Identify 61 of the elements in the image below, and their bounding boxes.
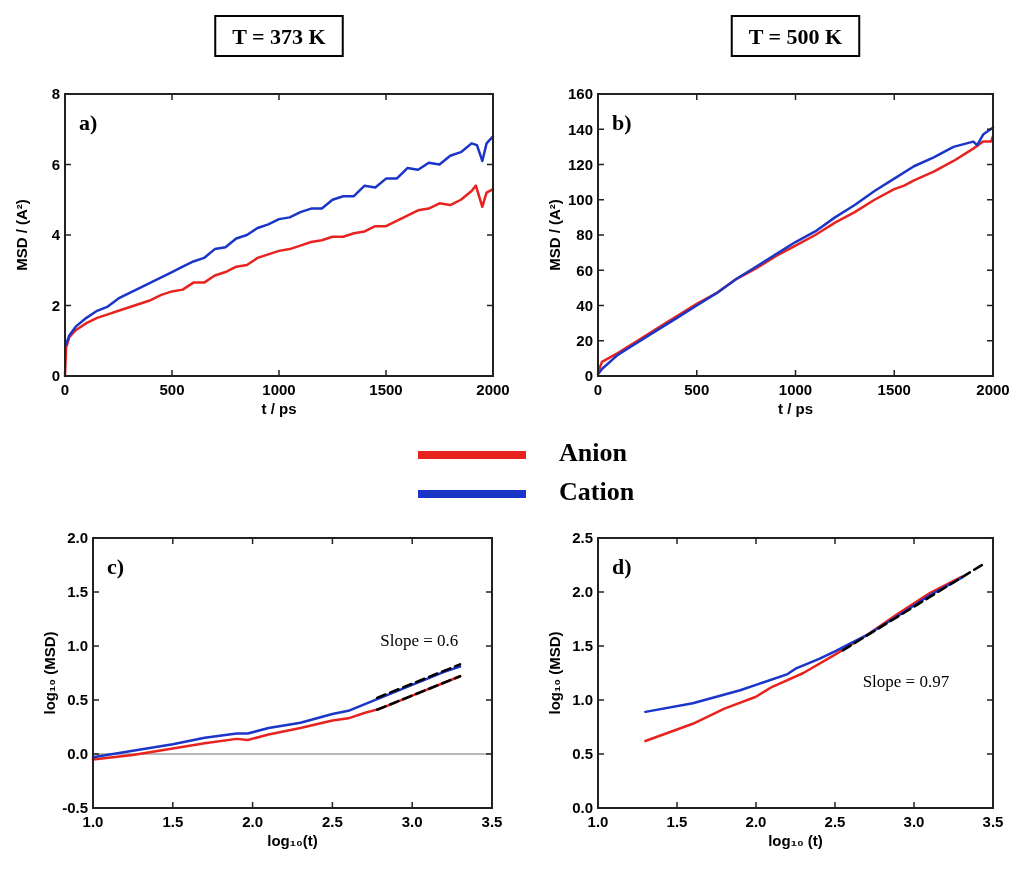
annotation: Slope = 0.6 xyxy=(380,631,459,650)
y-tick-label: 160 xyxy=(567,85,593,103)
y-tick-label: 1.0 xyxy=(572,691,593,709)
x-tick-label: 1000 xyxy=(262,381,296,398)
x-tick-label: 2000 xyxy=(976,381,1010,398)
y-tick-label: 2.0 xyxy=(67,529,88,547)
x-axis-title: log₁₀(t) xyxy=(267,832,318,849)
x-tick-label: 500 xyxy=(684,381,710,398)
y-tick-label: 0 xyxy=(51,367,60,385)
x-tick-label: 2.5 xyxy=(321,813,343,830)
x-axis-title: t / ps xyxy=(261,400,297,417)
annotation: Slope = 0.97 xyxy=(862,671,950,691)
y-tick-label: 140 xyxy=(567,120,593,138)
x-tick-label: 2.0 xyxy=(745,813,767,830)
y-tick-label: 0.0 xyxy=(67,745,88,763)
legend-label: Cation xyxy=(559,477,635,506)
x-tick-label: 2000 xyxy=(476,381,510,398)
annotation: c) xyxy=(107,554,125,579)
x-tick-label: 3.0 xyxy=(903,813,925,830)
x-tick-label: 1500 xyxy=(369,381,403,398)
x-tick-label: 1.5 xyxy=(162,813,184,830)
x-tick-label: 3.5 xyxy=(481,813,503,830)
y-axis-title: MSD / (A²) xyxy=(546,199,563,271)
y-tick-label: 1.5 xyxy=(572,637,593,655)
line-series xyxy=(64,135,495,346)
x-axis-title: log₁₀ (t) xyxy=(768,832,823,849)
annotation: d) xyxy=(612,554,632,579)
y-tick-label: 6 xyxy=(51,155,60,173)
legend-label: Anion xyxy=(559,438,628,467)
y-tick-label: 8 xyxy=(51,85,60,103)
y-tick-label: 2.0 xyxy=(572,583,593,601)
chart-title: T = 500 K xyxy=(748,24,843,49)
y-tick-label: 100 xyxy=(567,191,593,208)
annotation: a) xyxy=(79,110,98,135)
y-tick-label: 0.5 xyxy=(67,691,88,709)
x-tick-label: 2.0 xyxy=(242,813,264,830)
y-tick-label: 60 xyxy=(576,261,593,279)
x-tick-label: 3.0 xyxy=(401,813,423,830)
y-tick-label: 2.5 xyxy=(572,529,593,547)
x-tick-label: 500 xyxy=(159,381,185,398)
y-tick-label: 20 xyxy=(576,332,593,349)
y-tick-label: 80 xyxy=(576,226,593,244)
x-tick-label: 1.5 xyxy=(666,813,688,830)
x-tick-label: 1000 xyxy=(778,381,813,398)
chart-title: T = 373 K xyxy=(232,24,326,49)
annotation: b) xyxy=(612,110,632,135)
x-tick-label: 1500 xyxy=(877,381,911,398)
y-tick-label: 1.5 xyxy=(67,583,88,601)
x-tick-label: 3.5 xyxy=(982,813,1004,830)
x-axis-title: t / ps xyxy=(777,400,814,417)
y-tick-label: 120 xyxy=(567,155,593,173)
y-tick-label: 2 xyxy=(51,296,60,314)
y-tick-label: 0 xyxy=(584,367,593,385)
y-axis-title: log₁₀ (MSD) xyxy=(546,631,563,715)
y-axis-title: MSD / (A²) xyxy=(13,199,30,271)
y-tick-label: 40 xyxy=(576,296,593,314)
y-tick-label: 0.5 xyxy=(572,745,593,763)
y-axis-title: log₁₀ (MSD) xyxy=(41,631,58,715)
x-tick-label: 2.5 xyxy=(824,813,846,830)
y-tick-label: 1.0 xyxy=(67,637,88,655)
y-tick-label: 4 xyxy=(51,226,61,244)
